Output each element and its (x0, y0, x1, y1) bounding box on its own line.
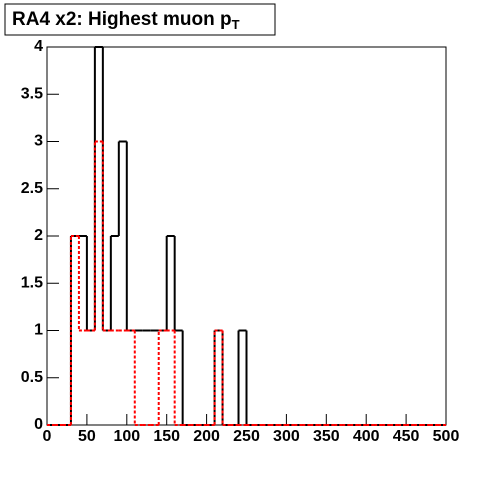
x-tick-label: 300 (273, 428, 300, 445)
y-tick-label: 1.5 (21, 274, 43, 291)
x-tick-label: 100 (113, 428, 140, 445)
x-tick-label: 350 (313, 428, 340, 445)
title-main: RA4 x2: Highest muon p (12, 9, 232, 30)
y-tick-label: 3.5 (21, 85, 43, 102)
y-tick-label: 0 (34, 416, 43, 433)
x-tick-label: 400 (353, 428, 380, 445)
y-tick-label: 2.5 (21, 180, 43, 197)
x-tick-label: 250 (233, 428, 260, 445)
y-tick-label: 0.5 (21, 369, 43, 386)
x-tick-label: 500 (433, 428, 460, 445)
chart-title: RA4 x2: Highest muon pT (12, 9, 240, 32)
y-tick-label: 1 (34, 322, 43, 339)
y-tick-label: 3 (34, 133, 43, 150)
x-tick-label: 450 (393, 428, 420, 445)
x-tick-label: 150 (153, 428, 180, 445)
y-tick-label: 4 (34, 38, 43, 55)
x-tick-label: 0 (43, 428, 52, 445)
x-tick-label: 200 (193, 428, 220, 445)
title-box (4, 3, 276, 36)
title-subscript: T (232, 17, 240, 32)
x-tick-label: 50 (78, 428, 96, 445)
y-tick-label: 2 (34, 227, 43, 244)
